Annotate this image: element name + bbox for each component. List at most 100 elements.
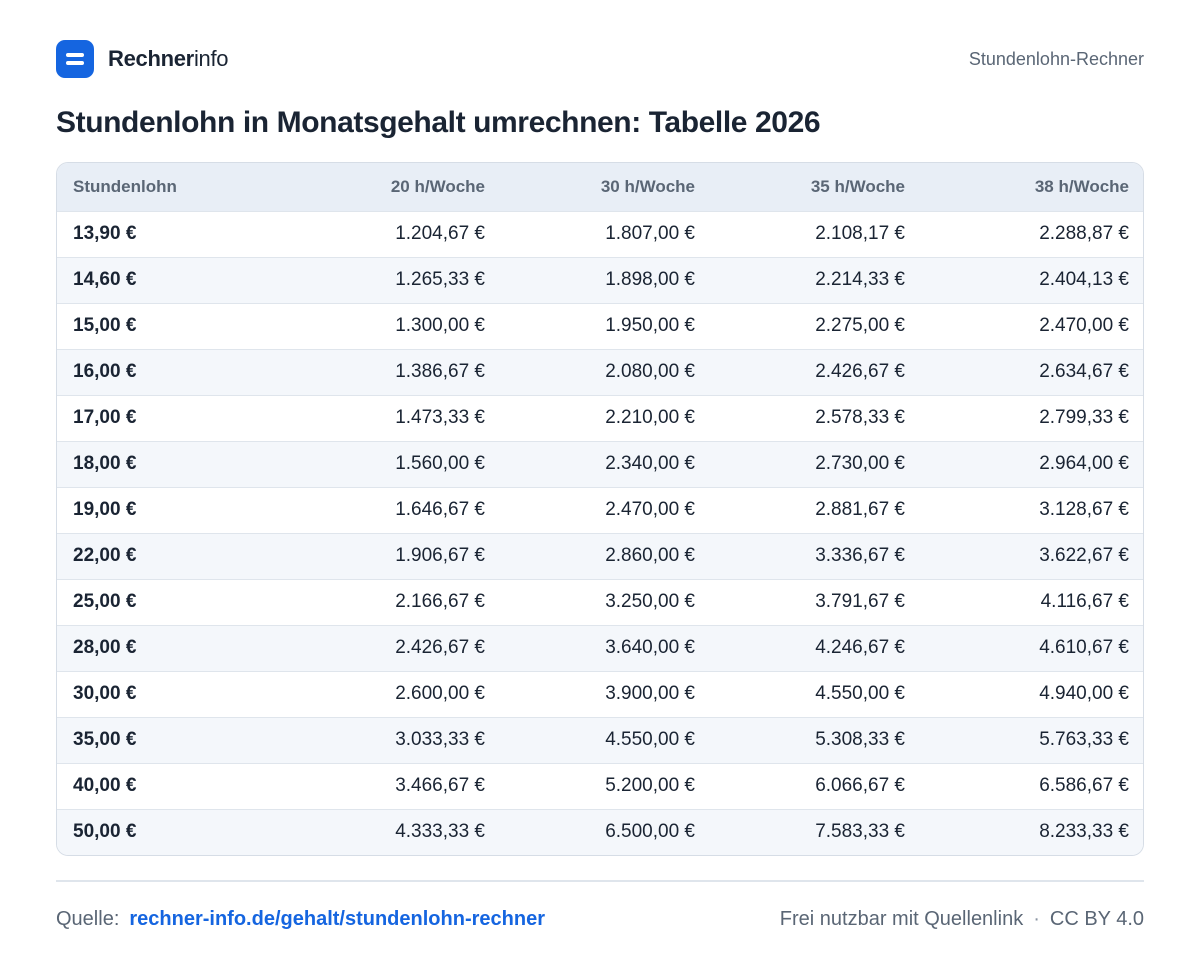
brand-name-light: info (193, 46, 229, 71)
monthly-salary-cell: 2.470,00 € (1039, 315, 1129, 336)
monthly-salary-cell: 1.300,00 € (395, 315, 485, 336)
license-separator: · (1033, 907, 1040, 930)
monthly-salary-cell: 2.275,00 € (815, 315, 905, 336)
monthly-salary-cell: 4.246,67 € (815, 637, 905, 658)
monthly-salary-cell: 5.200,00 € (605, 775, 695, 796)
brand-name-strong: Rechner (108, 46, 194, 71)
brand-name: Rechnerinfo (108, 46, 229, 72)
monthly-salary-cell: 3.336,67 € (815, 545, 905, 566)
table-row: 19,00 € 1.646,67 € 2.470,00 € 2.881,67 € 3.1… (57, 487, 1143, 533)
monthly-salary-cell: 4.550,00 € (605, 729, 695, 750)
monthly-salary-cell: 2.340,00 € (605, 453, 695, 474)
hourly-wage-cell: 14,60 € (73, 269, 137, 290)
hourly-wage-cell: 40,00 € (73, 775, 137, 796)
monthly-salary-cell: 2.881,67 € (815, 499, 905, 520)
table-row: 17,00 € 1.473,33 € 2.210,00 € 2.578,33 € 2.7… (57, 395, 1143, 441)
page-title: Stundenlohn in Monatsgehalt umrechnen: T… (56, 106, 821, 139)
column-header: 20 h/Woche (390, 176, 485, 196)
column-header: Stundenlohn (73, 176, 177, 196)
monthly-salary-cell: 1.950,00 € (605, 315, 695, 336)
monthly-salary-cell: 4.116,67 € (1040, 591, 1129, 612)
monthly-salary-cell: 2.730,00 € (815, 453, 905, 474)
hourly-wage-cell: 15,00 € (73, 315, 137, 336)
monthly-salary-cell: 3.250,00 € (605, 591, 695, 612)
table-row: 30,00 € 2.600,00 € 3.900,00 € 4.550,00 € 4.9… (57, 671, 1143, 717)
table-row: 25,00 € 2.166,67 € 3.250,00 € 3.791,67 € 4.1… (57, 579, 1143, 625)
source-label: Quelle: (56, 907, 120, 930)
source-link[interactable]: rechner-info.de/gehalt/stundenlohn-rechn… (129, 907, 545, 930)
monthly-salary-cell: 2.634,67 € (1039, 361, 1129, 382)
column-header: 30 h/Woche (600, 176, 695, 196)
source: Quelle: rechner-info.de/gehalt/stundenlo… (56, 908, 545, 931)
monthly-salary-cell: 1.265,33 € (395, 269, 485, 290)
monthly-salary-cell: 3.640,00 € (605, 637, 695, 658)
license: Frei nutzbar mit Quellenlink · CC BY 4.0 (780, 908, 1144, 931)
hourly-wage-cell: 30,00 € (73, 683, 137, 704)
column-header: 38 h/Woche (1034, 176, 1129, 196)
monthly-salary-cell: 5.763,33 € (1039, 729, 1129, 750)
page-header: Rechnerinfo Stundenlohn-Rechner (56, 40, 1144, 78)
hourly-wage-cell: 18,00 € (73, 453, 137, 474)
table-row: 50,00 € 4.333,33 € 6.500,00 € 7.583,33 € 8.2… (57, 809, 1143, 855)
table-row: 16,00 € 1.386,67 € 2.080,00 € 2.426,67 € 2.6… (57, 349, 1143, 395)
header-page-label: Stundenlohn-Rechner (968, 48, 1144, 69)
table-row: 13,90 € 1.204,67 € 1.807,00 € 2.108,17 € 2.2… (57, 211, 1143, 257)
salary-table: Stundenlohn 20 h/Woche 30 h/Woche 35 h/Woch… (57, 163, 1143, 855)
monthly-salary-cell: 1.807,00 € (605, 223, 695, 244)
monthly-salary-cell: 1.646,67 € (395, 499, 485, 520)
monthly-salary-cell: 2.470,00 € (605, 499, 695, 520)
table-row: 28,00 € 2.426,67 € 3.640,00 € 4.246,67 € 4.6… (57, 625, 1143, 671)
monthly-salary-cell: 2.166,67 € (395, 591, 485, 612)
monthly-salary-cell: 2.288,87 € (1039, 223, 1129, 244)
monthly-salary-cell: 2.600,00 € (395, 683, 485, 704)
monthly-salary-cell: 6.500,00 € (605, 821, 695, 843)
salary-table-container: Stundenlohn 20 h/Woche 30 h/Woche 35 h/Woch… (56, 162, 1144, 856)
monthly-salary-cell: 4.940,00 € (1039, 683, 1129, 704)
table-row: 14,60 € 1.265,33 € 1.898,00 € 2.214,33 € 2.4… (57, 257, 1143, 303)
monthly-salary-cell: 1.560,00 € (395, 453, 485, 474)
table-body: 13,90 € 1.204,67 € 1.807,00 € 2.108,17 € 2.2… (57, 211, 1143, 855)
monthly-salary-cell: 4.550,00 € (815, 683, 905, 704)
table-header-row: Stundenlohn 20 h/Woche 30 h/Woche 35 h/Woch… (57, 163, 1143, 211)
hourly-wage-cell: 16,00 € (73, 361, 137, 382)
monthly-salary-cell: 4.610,67 € (1039, 637, 1129, 658)
monthly-salary-cell: 3.128,67 € (1039, 499, 1129, 520)
monthly-salary-cell: 2.210,00 € (605, 407, 695, 428)
monthly-salary-cell: 2.426,67 € (815, 361, 905, 382)
monthly-salary-cell: 2.080,00 € (605, 361, 695, 382)
license-text: Frei nutzbar mit Quellenlink (779, 907, 1024, 930)
hourly-wage-cell: 35,00 € (73, 729, 137, 750)
monthly-salary-cell: 3.466,67 € (395, 775, 485, 796)
page-footer: Quelle: rechner-info.de/gehalt/stundenlo… (56, 904, 1144, 934)
hourly-wage-cell: 25,00 € (73, 591, 137, 612)
monthly-salary-cell: 5.308,33 € (815, 729, 905, 750)
hourly-wage-cell: 28,00 € (73, 637, 137, 658)
monthly-salary-cell: 2.799,33 € (1039, 407, 1129, 428)
table-row: 18,00 € 1.560,00 € 2.340,00 € 2.730,00 € 2.9… (57, 441, 1143, 487)
monthly-salary-cell: 3.900,00 € (605, 683, 695, 704)
monthly-salary-cell: 4.333,33 € (395, 821, 485, 843)
monthly-salary-cell: 3.791,67 € (815, 591, 905, 612)
brand[interactable]: Rechnerinfo (56, 40, 229, 78)
license-code: CC BY 4.0 (1049, 907, 1144, 930)
table-row: 35,00 € 3.033,33 € 4.550,00 € 5.308,33 € 5.7… (57, 717, 1143, 763)
monthly-salary-cell: 2.214,33 € (815, 269, 905, 290)
monthly-salary-cell: 2.404,13 € (1039, 269, 1129, 290)
footer-divider (56, 880, 1144, 882)
hourly-wage-cell: 13,90 € (73, 223, 137, 244)
hourly-wage-cell: 22,00 € (73, 545, 137, 566)
monthly-salary-cell: 7.583,33 € (815, 821, 905, 843)
monthly-salary-cell: 8.233,33 € (1039, 821, 1129, 843)
monthly-salary-cell: 1.898,00 € (605, 269, 695, 290)
table-row: 40,00 € 3.466,67 € 5.200,00 € 6.066,67 € 6.5… (57, 763, 1143, 809)
monthly-salary-cell: 6.586,67 € (1039, 775, 1129, 796)
table-row: 15,00 € 1.300,00 € 1.950,00 € 2.275,00 € 2.4… (57, 303, 1143, 349)
monthly-salary-cell: 2.426,67 € (395, 637, 485, 658)
monthly-salary-cell: 2.578,33 € (815, 407, 905, 428)
monthly-salary-cell: 2.964,00 € (1039, 453, 1129, 474)
column-header: 35 h/Woche (810, 176, 905, 196)
monthly-salary-cell: 6.066,67 € (815, 775, 905, 796)
monthly-salary-cell: 1.204,67 € (395, 223, 485, 244)
monthly-salary-cell: 1.473,33 € (395, 407, 485, 428)
logo-icon (56, 40, 94, 78)
